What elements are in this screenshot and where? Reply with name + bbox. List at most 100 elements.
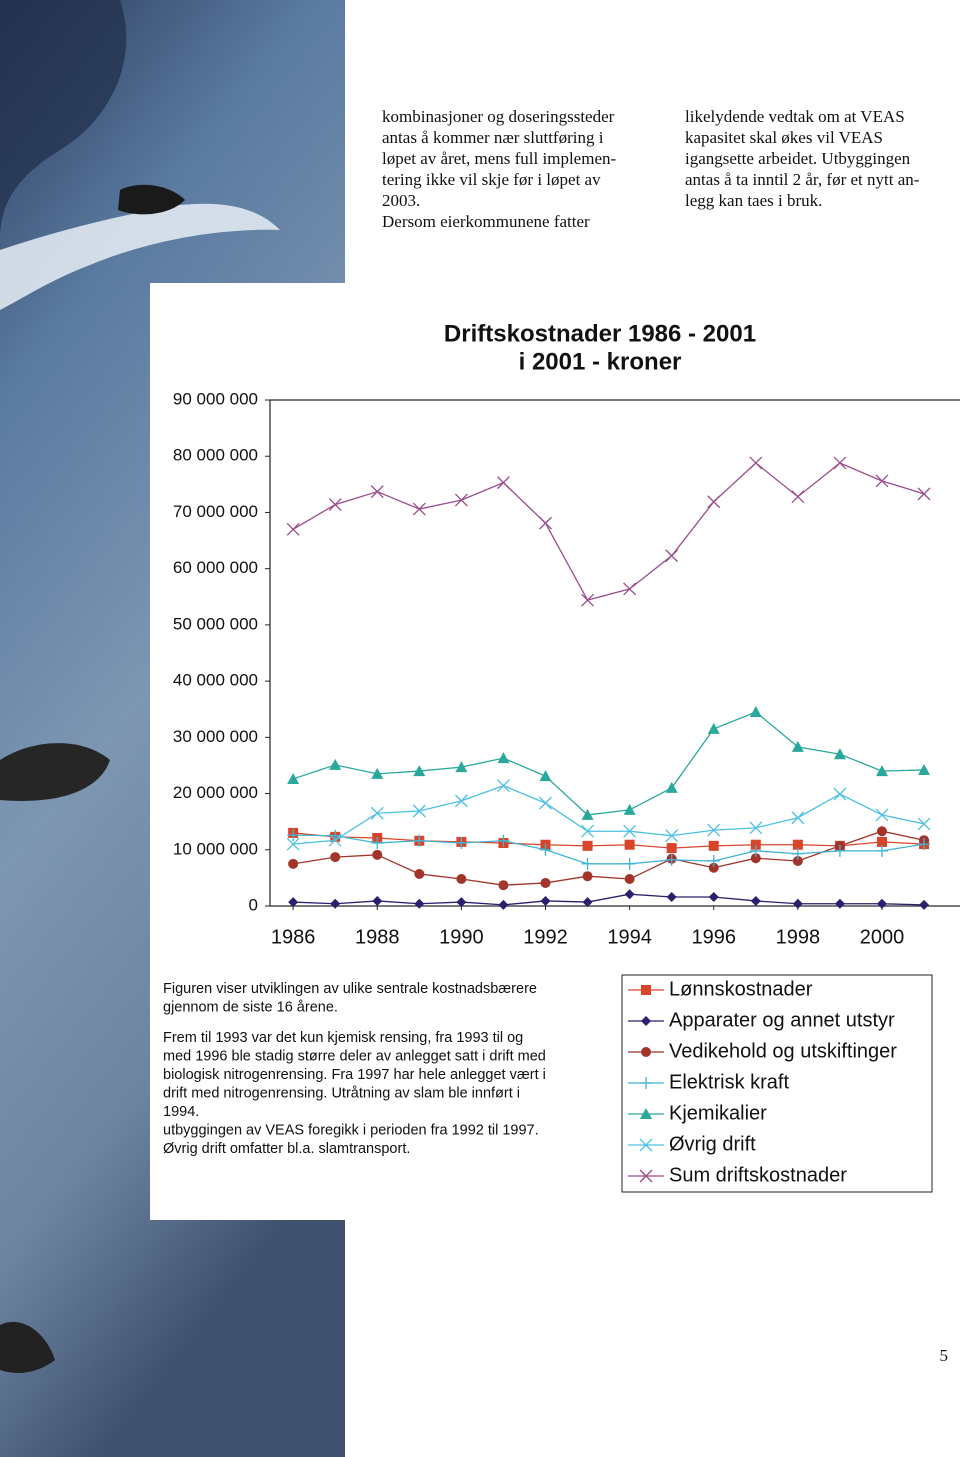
series-line <box>293 830 925 886</box>
marker <box>833 787 847 801</box>
marker <box>749 844 762 857</box>
caption-line: Øvrig drift omfatter bl.a. slamtransport… <box>163 1141 410 1157</box>
marker <box>456 897 467 908</box>
marker <box>454 794 468 808</box>
marker <box>833 844 846 857</box>
chart-title: Driftskostnader 1986 - 2001 <box>444 320 756 347</box>
marker <box>330 898 341 909</box>
photo-rock <box>118 184 185 215</box>
x-tick-label: 1988 <box>355 926 400 948</box>
marker <box>539 770 552 782</box>
marker <box>665 853 678 866</box>
marker <box>412 804 426 818</box>
marker <box>875 765 888 777</box>
marker <box>287 829 300 842</box>
marker <box>329 758 342 770</box>
y-tick-label: 80 000 000 <box>173 446 258 465</box>
legend-box <box>621 974 933 1193</box>
legend-marker <box>640 1077 652 1089</box>
body-text-line: løpet av året, mens full implemen- <box>382 149 616 168</box>
legend-marker <box>641 1016 651 1026</box>
marker <box>287 772 300 784</box>
marker <box>707 823 721 837</box>
marker <box>624 839 635 850</box>
marker <box>371 837 384 850</box>
legend-marker <box>639 1138 653 1152</box>
marker <box>749 456 763 470</box>
marker <box>875 844 888 857</box>
marker <box>876 836 887 847</box>
marker <box>414 868 425 879</box>
marker <box>749 821 763 835</box>
marker <box>288 897 299 908</box>
body-text-line: likelydende vedtak om at VEAS <box>685 107 905 126</box>
marker <box>582 871 593 882</box>
body-text-line: kapasitet skal økes vil VEAS <box>685 128 883 147</box>
y-tick-label: 30 000 000 <box>173 727 258 746</box>
marker <box>370 485 384 499</box>
marker <box>372 895 383 906</box>
caption-line: med 1996 ble stadig større deler av anle… <box>163 1048 546 1064</box>
caption-line: drift med nitrogenrensing. Utråtning av … <box>163 1085 520 1101</box>
marker <box>665 829 679 843</box>
marker <box>497 834 510 847</box>
marker <box>582 897 593 908</box>
photo-shadow <box>0 0 127 240</box>
body-text-line: antas å kommer nær sluttføring i <box>382 128 604 147</box>
y-tick-label: 0 <box>249 895 258 914</box>
marker <box>665 549 679 563</box>
marker <box>708 840 719 851</box>
photo-wave <box>0 203 280 310</box>
caption-line: 1994. <box>163 1104 199 1120</box>
marker <box>834 898 845 909</box>
marker <box>371 767 384 779</box>
legend-marker <box>639 1169 653 1183</box>
photo-seaweed <box>0 743 110 801</box>
marker <box>328 833 342 847</box>
marker <box>414 898 425 909</box>
body-text-line: Dersom eierkommunene fatter <box>382 212 590 231</box>
photo-seaweed <box>0 1321 55 1373</box>
marker <box>791 811 805 825</box>
marker <box>370 806 384 820</box>
page-number: 5 <box>940 1346 949 1365</box>
marker <box>919 899 930 910</box>
series-line <box>293 784 925 845</box>
marker <box>708 862 719 873</box>
series-line <box>293 832 925 849</box>
marker <box>286 837 300 851</box>
marker <box>833 456 847 470</box>
marker <box>412 502 426 516</box>
marker <box>539 796 552 810</box>
marker <box>666 843 677 854</box>
marker <box>791 490 805 504</box>
marker <box>540 895 551 906</box>
marker <box>750 895 761 906</box>
marker <box>581 593 595 607</box>
marker <box>456 874 467 885</box>
marker <box>581 857 594 870</box>
marker <box>792 839 803 850</box>
caption-line: utbyggingen av VEAS foregikk i perioden … <box>163 1122 539 1138</box>
y-tick-label: 70 000 000 <box>173 502 258 521</box>
y-tick-label: 90 000 000 <box>173 389 258 408</box>
marker <box>540 877 551 888</box>
x-tick-label: 1986 <box>271 926 316 948</box>
y-tick-label: 10 000 000 <box>173 839 258 858</box>
marker <box>791 847 804 860</box>
x-tick-label: 2000 <box>860 926 905 948</box>
series-line <box>292 462 925 601</box>
caption-line: Frem til 1993 var det kun kjemisk rensin… <box>163 1030 523 1046</box>
marker <box>581 808 594 820</box>
marker <box>918 838 931 851</box>
marker <box>582 840 593 851</box>
legend-label: Kjemikalier <box>669 1102 767 1124</box>
body-text-line: antas å ta inntil 2 år, før et nytt an- <box>685 170 920 189</box>
marker <box>497 752 510 764</box>
body-text-line: kombinasjoner og doseringssteder <box>382 107 615 126</box>
legend-label: Elektrisk kraft <box>669 1071 789 1093</box>
x-tick-label: 1992 <box>523 926 568 948</box>
series-line <box>292 711 925 816</box>
marker <box>666 892 677 903</box>
marker <box>707 855 720 868</box>
